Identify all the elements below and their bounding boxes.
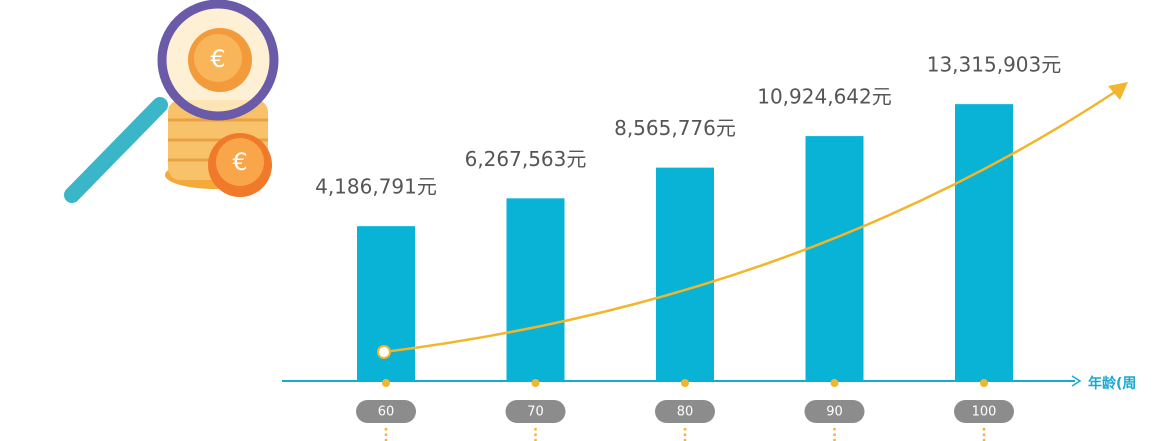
category-pill — [356, 400, 416, 423]
x-tick-label: 100 — [972, 405, 997, 420]
x-axis-label: 年龄(周 — [1088, 375, 1136, 392]
bar — [506, 198, 565, 381]
value-label: 13,315,903元 — [927, 53, 1062, 77]
value-label: 4,186,791元 — [315, 175, 437, 199]
bar — [955, 104, 1013, 381]
x-tick-label: 80 — [677, 405, 694, 420]
category-pill — [505, 400, 566, 423]
category-pill — [655, 400, 715, 423]
x-tick-label: 90 — [826, 405, 843, 420]
category-pill — [804, 400, 865, 423]
value-label: 10,924,642元 — [757, 85, 892, 109]
value-label: 6,267,563元 — [465, 147, 587, 171]
tick-dot — [681, 379, 689, 387]
bar — [805, 136, 864, 381]
svg-text:€: € — [232, 148, 247, 176]
axis-arrow — [1071, 375, 1082, 387]
magnifier-illustration: € € — [64, 0, 279, 203]
value-label: 8,565,776元 — [614, 116, 736, 140]
tick-dot — [531, 379, 540, 387]
x-tick-label: 70 — [527, 405, 544, 420]
category-pill — [954, 400, 1014, 423]
tick-dot — [980, 379, 988, 387]
bar — [656, 167, 714, 381]
trend-arrow — [1108, 82, 1128, 100]
svg-text:€: € — [210, 45, 225, 73]
x-tick-label: 60 — [378, 405, 395, 420]
tick-dot — [382, 379, 390, 387]
trend-curve — [383, 88, 1119, 354]
tick-dot — [830, 379, 839, 387]
trend-start — [377, 345, 391, 359]
